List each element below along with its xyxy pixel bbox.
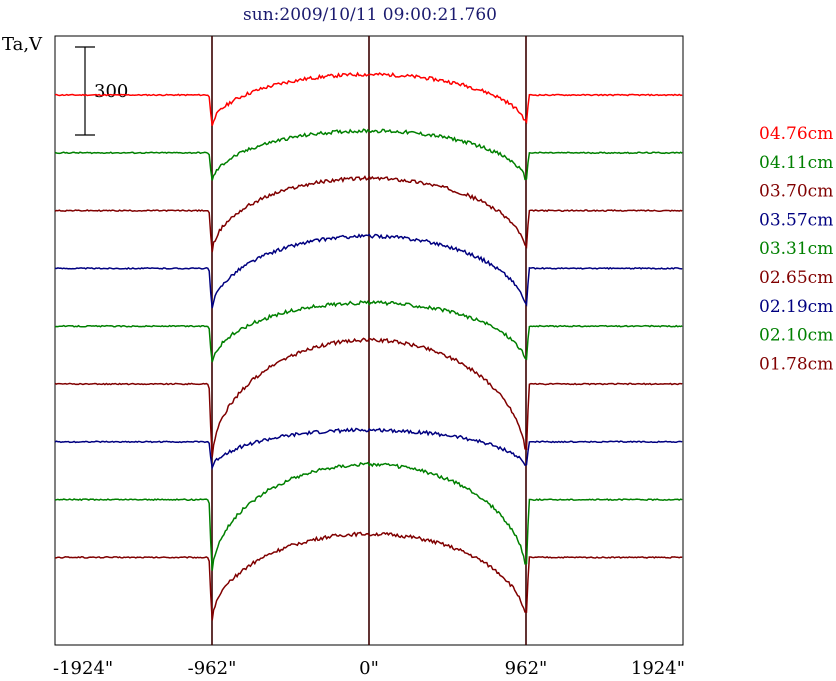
legend-entry: 02.10cm xyxy=(759,326,833,346)
x-tick-label: 0" xyxy=(359,658,379,679)
y-axis-label: Ta,V xyxy=(2,34,43,55)
series-curves xyxy=(54,71,683,621)
x-tick-label: 1924" xyxy=(631,658,685,679)
legend-entry: 03.70cm xyxy=(759,182,833,202)
legend-entry: 02.19cm xyxy=(759,297,833,317)
x-tick-label: -962" xyxy=(188,658,237,679)
legend-entry: 02.65cm xyxy=(759,268,833,288)
series-line xyxy=(54,71,683,126)
legend-entry: 03.31cm xyxy=(759,239,833,259)
x-tick-label: 962" xyxy=(505,658,548,679)
series-line xyxy=(54,531,683,621)
legend: 04.76cm 04.11cm 03.70cm 03.57cm 03.31cm 02.65… xyxy=(759,124,833,374)
series-line xyxy=(54,175,683,253)
scale-bar: 300 xyxy=(75,46,128,136)
legend-entry: 03.57cm xyxy=(759,210,833,230)
legend-entry: 04.11cm xyxy=(759,153,833,173)
legend-entry: 01.78cm xyxy=(759,354,833,374)
series-line xyxy=(54,461,683,571)
scale-bar-label: 300 xyxy=(94,81,128,102)
series-line xyxy=(54,233,683,309)
chart-title: sun:2009/10/11 09:00:21.760 xyxy=(243,5,497,25)
legend-entry: 04.76cm xyxy=(759,124,833,144)
series-line xyxy=(54,300,683,363)
series-line xyxy=(54,337,683,458)
series-line xyxy=(54,427,683,471)
x-tick-label: -1924" xyxy=(53,658,113,679)
series-line xyxy=(54,128,683,181)
x-tick-labels: -1924" -962" 0" 962" 1924" xyxy=(53,658,685,679)
